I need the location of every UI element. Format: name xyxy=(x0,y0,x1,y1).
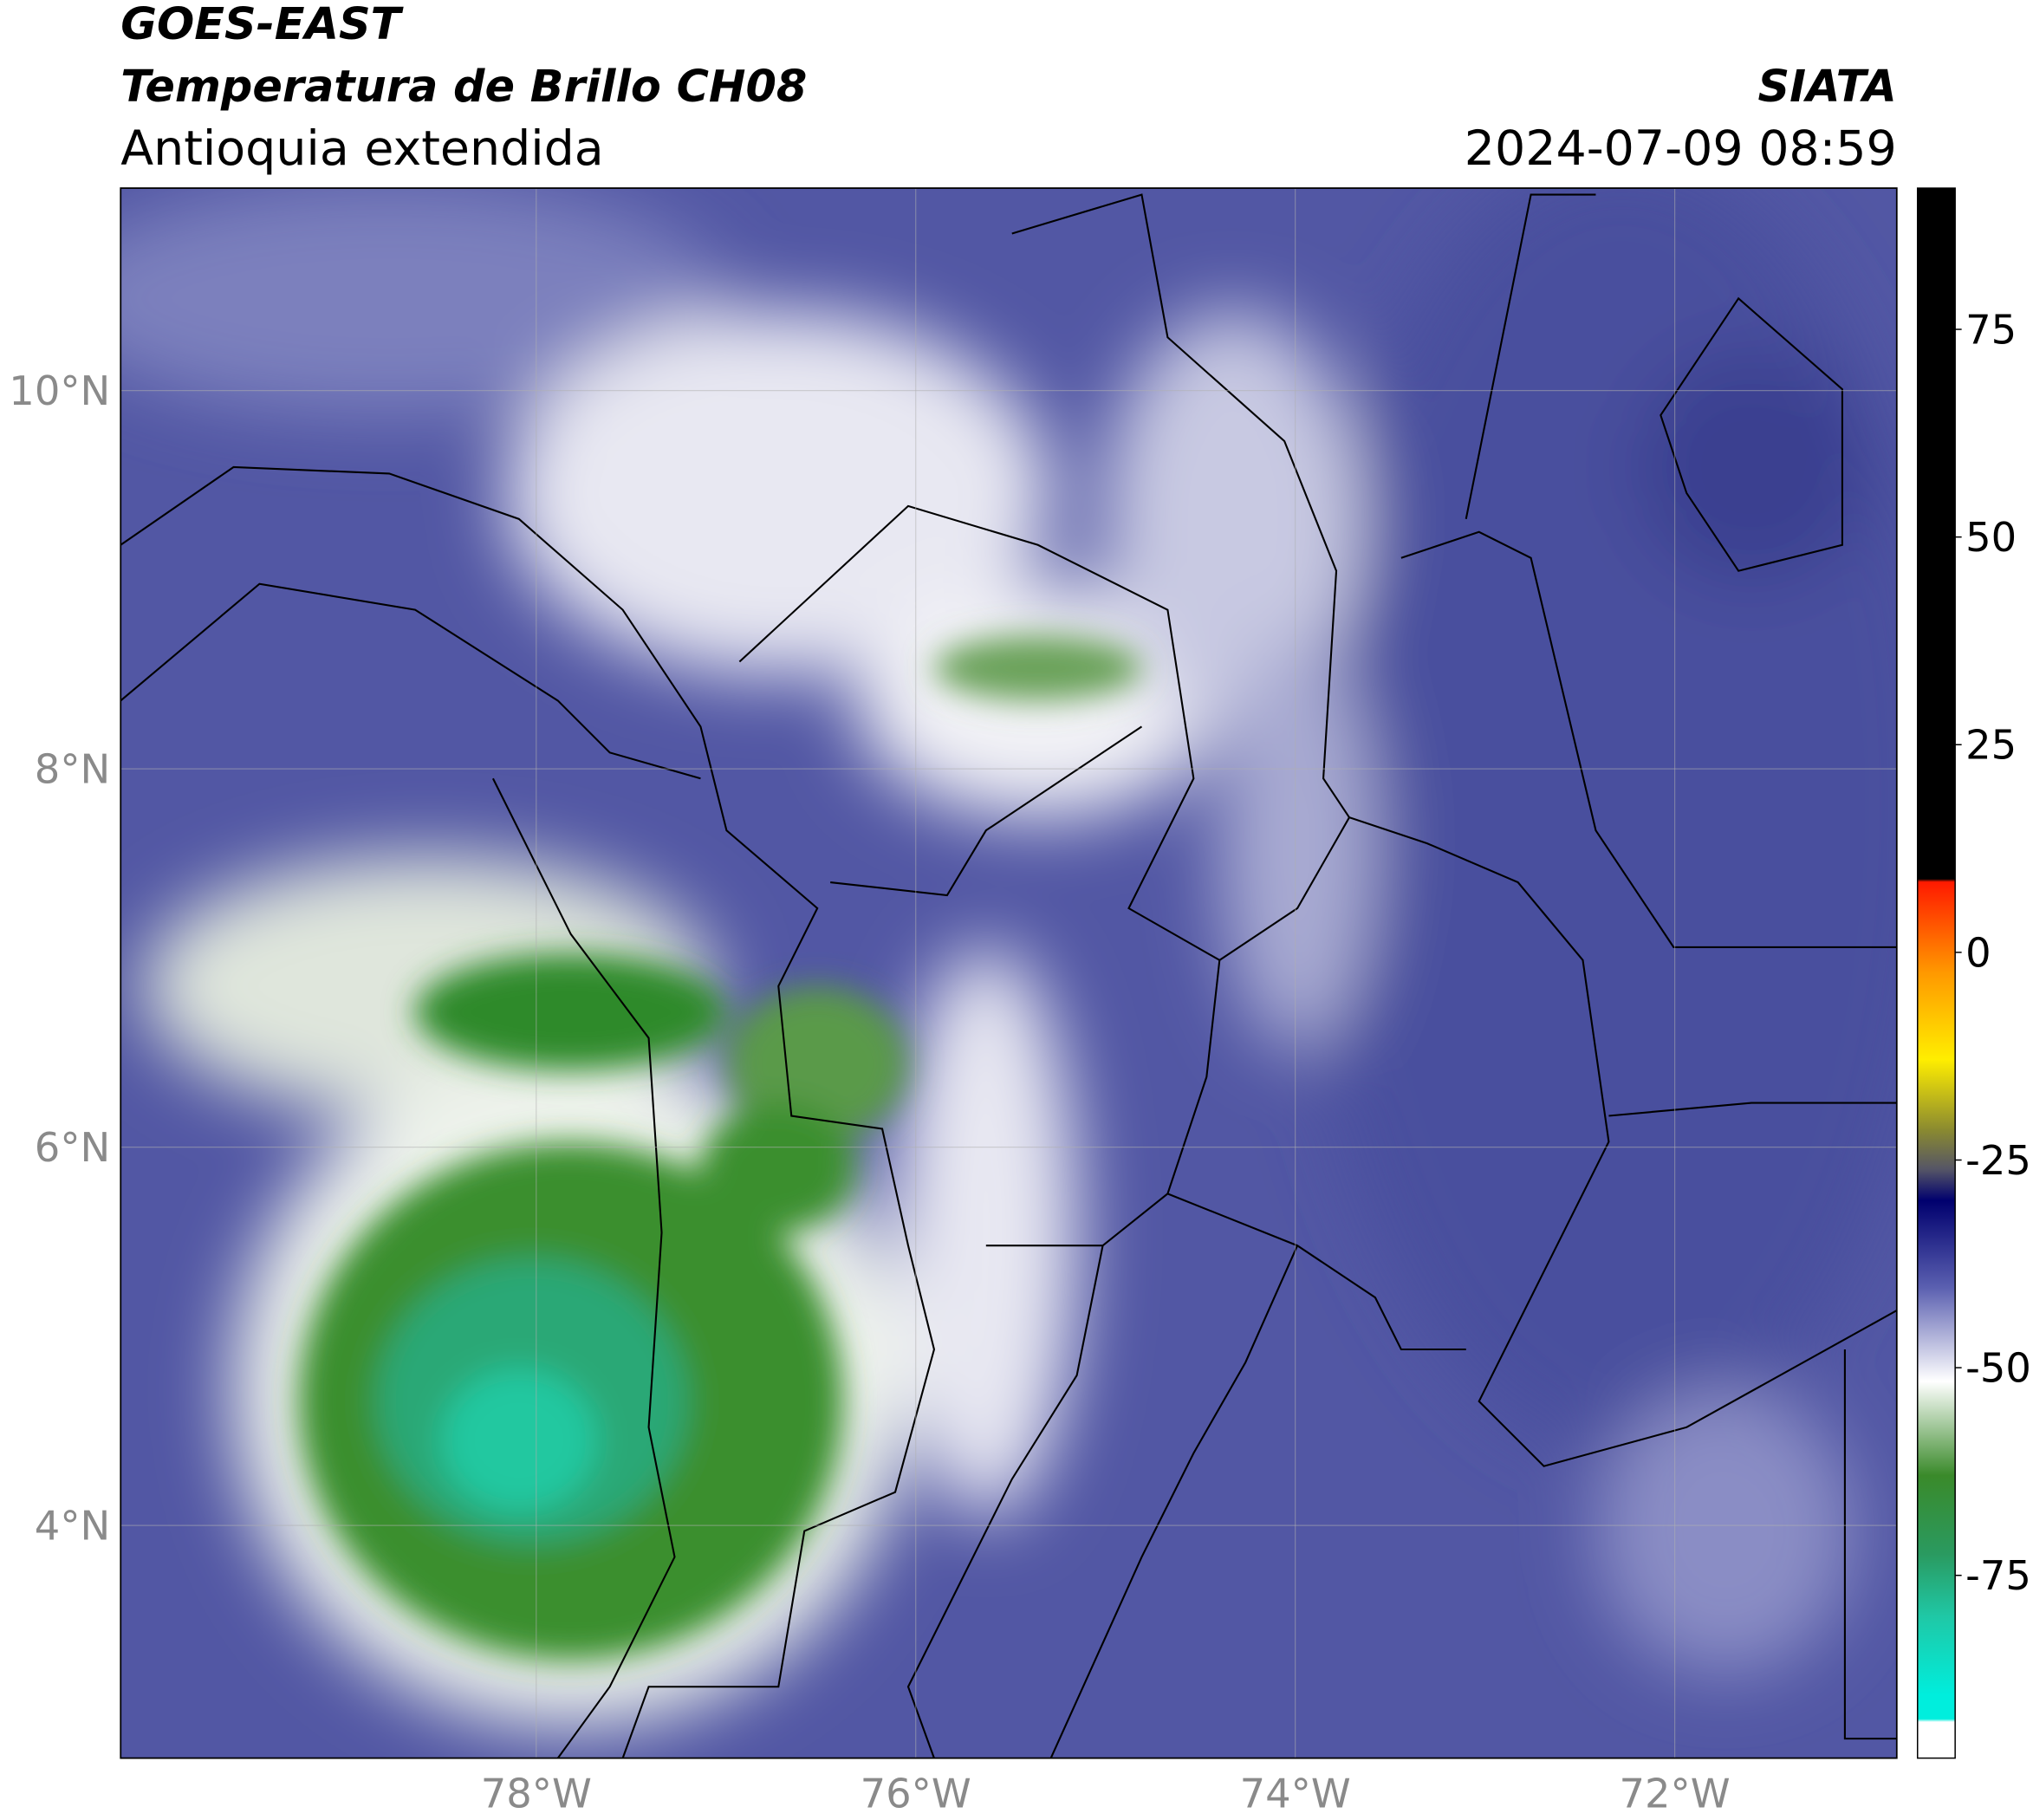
x-tick-label: 74°W xyxy=(1240,1770,1351,1817)
colorbar-tick-label: -25 xyxy=(1965,1137,2031,1184)
colorbar-tick-label: 25 xyxy=(1965,722,2017,769)
colorbar-tick-label: -75 xyxy=(1965,1552,2031,1599)
map-frame xyxy=(120,187,1898,1759)
subtitle: Temperatura de Brillo CH08 xyxy=(120,62,807,113)
x-tick-label: 72°W xyxy=(1620,1770,1731,1817)
y-tick-label: 8°N xyxy=(35,746,110,793)
colorbar-tick-label: 50 xyxy=(1965,514,2017,561)
colorbar-tick-label: 75 xyxy=(1965,306,2017,353)
x-tick-label: 78°W xyxy=(481,1770,592,1817)
y-tick-label: 6°N xyxy=(35,1124,110,1171)
satellite-image xyxy=(120,188,1897,1758)
colorbar-tick-label: -50 xyxy=(1965,1345,2031,1392)
colorbar-tick-label: 0 xyxy=(1965,929,1991,976)
title: GOES-EAST xyxy=(120,0,404,50)
y-tick-label: 10°N xyxy=(9,367,110,414)
x-tick-label: 76°W xyxy=(861,1770,971,1817)
colorbar xyxy=(1916,187,1956,1759)
datetime: 2024-07-09 08:59 xyxy=(1465,121,1897,177)
borders xyxy=(120,193,1897,1758)
region: Antioquia extendida xyxy=(120,121,603,177)
source: SIATA xyxy=(1758,62,1897,113)
y-tick-label: 4°N xyxy=(35,1503,110,1550)
